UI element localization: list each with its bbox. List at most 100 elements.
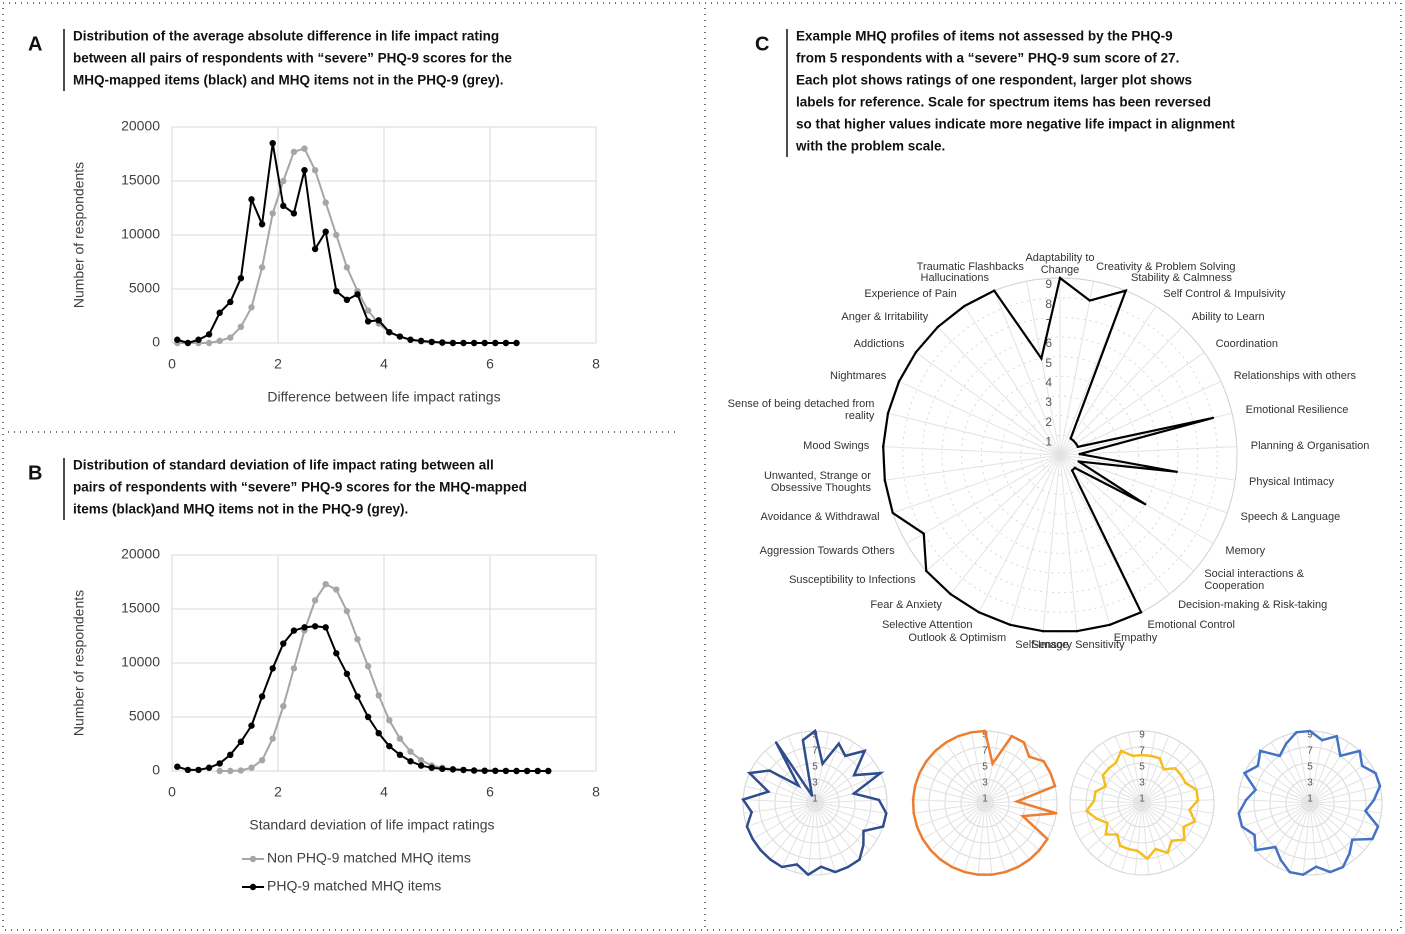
profile-vertex (950, 865, 954, 869)
profile-vertex (1072, 439, 1075, 442)
spoke (937, 326, 1061, 456)
data-point (375, 317, 382, 324)
ring-label: 8 (1045, 297, 1052, 311)
spoke (1309, 732, 1325, 804)
profile-vertex (1240, 825, 1244, 828)
profile-vertex (1027, 755, 1031, 758)
spoke (977, 802, 986, 875)
data-point (227, 767, 234, 775)
profile-vertex (944, 741, 948, 744)
ring-label: 1 (1045, 435, 1052, 449)
profile-vertex (885, 812, 888, 815)
spoke (1059, 326, 1183, 456)
spoke (1073, 802, 1143, 828)
data-point (322, 199, 329, 206)
profile-vertex (1364, 809, 1367, 813)
spoke (1141, 802, 1197, 851)
profile-vertex (1244, 798, 1248, 802)
spoke (1097, 802, 1143, 860)
data-point (364, 318, 372, 325)
profile-vertex (921, 837, 924, 841)
ring-label: 5 (812, 762, 818, 773)
profile-vertex (1085, 809, 1088, 813)
data-point (481, 767, 488, 774)
caption-line: labels for reference. Scale for spectrum… (796, 95, 1211, 110)
data-point (375, 730, 382, 737)
x-tick-label: 4 (380, 784, 388, 800)
profile-vertex (1149, 754, 1153, 758)
category-label: Emotional Resilience (1245, 403, 1349, 416)
spoke (1076, 772, 1143, 804)
spoke (781, 802, 816, 868)
caption-line: pairs of respondents with “severe” PHQ-9… (73, 480, 527, 495)
profile-vertex (1182, 825, 1185, 829)
spoke (993, 290, 1061, 456)
spoke (1141, 802, 1214, 814)
profile-vertex (915, 825, 919, 828)
profile-vertex (1075, 629, 1079, 633)
x-tick-label: 0 (168, 356, 176, 372)
profile-vertex (1010, 734, 1013, 738)
profile-vertex (1106, 821, 1109, 825)
x-tick-label: 2 (274, 356, 282, 372)
data-point (343, 296, 351, 303)
caption-line: MHQ-mapped items (black) and MHQ items n… (73, 73, 504, 88)
data-point (205, 339, 213, 347)
spoke (1259, 750, 1311, 804)
legend-label: PHQ-9 matched MHQ items (267, 878, 441, 894)
profile-vertex (1351, 838, 1354, 841)
spoke (1255, 802, 1311, 851)
spoke (1265, 802, 1311, 860)
ring-grid (902, 297, 1218, 613)
spoke (984, 742, 1025, 804)
profile-vertex (1166, 851, 1169, 854)
profile-vertex (934, 749, 937, 753)
data-point (248, 764, 255, 771)
spoke (1059, 381, 1222, 456)
spoke (906, 454, 1061, 544)
profile-vertex (1376, 825, 1380, 828)
profile-vertex (912, 812, 915, 815)
series-line (177, 625, 549, 772)
profile-vertex (1154, 847, 1157, 851)
category-label: Decision-making & Risk-taking (1178, 599, 1328, 612)
spoke (984, 799, 1057, 804)
ring-label: 2 (1045, 415, 1052, 429)
data-point (280, 640, 287, 647)
data-point (449, 339, 457, 347)
y-tick-label: 15000 (121, 600, 160, 616)
spoke (1309, 802, 1365, 851)
spoke (1295, 732, 1311, 804)
profile-vertex (751, 837, 754, 841)
spoke (1141, 799, 1214, 804)
spoke (1121, 802, 1143, 873)
x-tick-label: 6 (486, 356, 494, 372)
spoke (963, 305, 1061, 456)
profile-vertex (759, 848, 762, 852)
profile-vertex (1278, 754, 1281, 758)
data-point (269, 140, 276, 147)
caption-line: Each plot shows ratings of one responden… (796, 73, 1192, 88)
profile-vertex (913, 784, 917, 788)
spoke (1134, 802, 1143, 875)
data-point (258, 693, 266, 700)
data-point (205, 331, 213, 338)
data-point (364, 307, 372, 314)
spoke (925, 454, 1061, 572)
caption-line: so that higher values indicate more nega… (796, 117, 1235, 132)
spoke (1141, 772, 1208, 804)
profile-vertex (1254, 788, 1257, 791)
y-tick-label: 0 (152, 762, 160, 778)
profile-vertex (1038, 848, 1041, 852)
data-point (258, 757, 266, 764)
spoke (1141, 750, 1193, 804)
profile-vertex (1162, 768, 1165, 771)
ring-label: 1 (1139, 794, 1145, 805)
profile-vertex (1131, 754, 1135, 758)
profile-vertex (1158, 757, 1162, 760)
x-tick-label: 6 (486, 784, 494, 800)
profile-vertex (1015, 800, 1019, 803)
spoke (743, 799, 816, 804)
category-label: Selective Attention (881, 618, 973, 631)
spoke (984, 802, 1030, 860)
